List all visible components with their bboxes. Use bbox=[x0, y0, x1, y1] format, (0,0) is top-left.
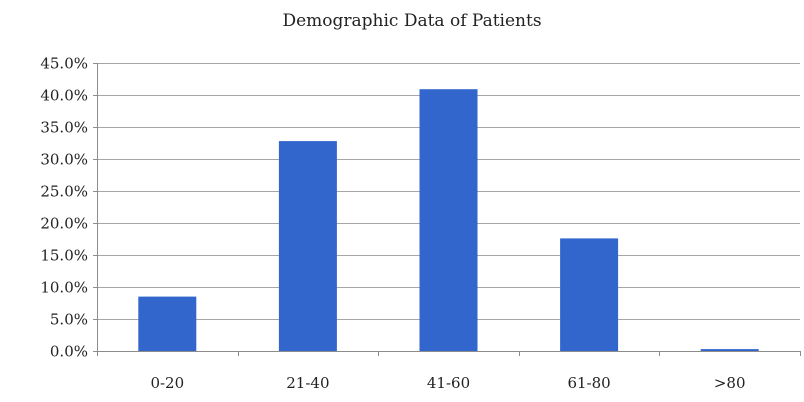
x-tick-label: 41-60 bbox=[427, 374, 470, 392]
y-tick-label: 25.0% bbox=[40, 183, 88, 201]
bar-41-60 bbox=[419, 89, 478, 351]
y-tick-label: 40.0% bbox=[40, 87, 88, 105]
bars bbox=[138, 89, 759, 351]
x-tick-labels: 0-20 21-40 41-60 61-80 >80 bbox=[150, 374, 745, 392]
bar-21-40 bbox=[278, 141, 337, 351]
bar-80 bbox=[700, 349, 759, 351]
bar-0-20 bbox=[138, 296, 197, 351]
chart-title: Demographic Data of Patients bbox=[282, 11, 541, 31]
x-tick-label: 21-40 bbox=[286, 374, 329, 392]
y-tick-label: 45.0% bbox=[40, 55, 88, 73]
bar-61-80 bbox=[560, 238, 619, 351]
y-tick-label: 30.0% bbox=[40, 151, 88, 169]
axes bbox=[93, 63, 801, 356]
x-tick-label: 0-20 bbox=[150, 374, 184, 392]
y-tick-label: 10.0% bbox=[40, 279, 88, 297]
x-tick-label: >80 bbox=[714, 374, 746, 392]
y-tick-labels: 0.0% 5.0% 10.0% 15.0% 20.0% 25.0% 30.0% 35.0% 40… bbox=[40, 55, 88, 361]
y-tick-label: 0.0% bbox=[50, 343, 88, 361]
y-tick-label: 20.0% bbox=[40, 215, 88, 233]
y-tick-label: 35.0% bbox=[40, 119, 88, 137]
x-tick-label: 61-80 bbox=[567, 374, 610, 392]
y-tick-label: 15.0% bbox=[40, 247, 88, 265]
y-tick-label: 5.0% bbox=[50, 311, 88, 329]
